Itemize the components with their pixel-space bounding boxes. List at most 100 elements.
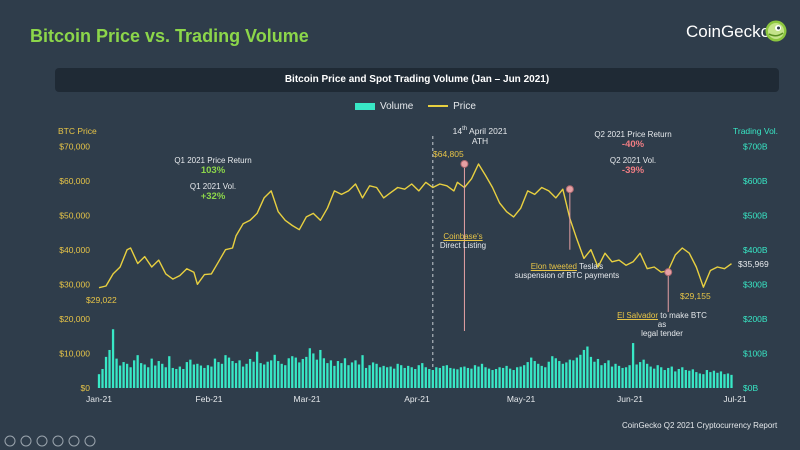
volume-bar — [206, 365, 210, 388]
volume-bar — [407, 365, 410, 388]
coinbase-link[interactable]: Coinbase's — [443, 232, 483, 241]
prev-icon[interactable] — [4, 435, 16, 447]
right-axis-title: Trading Vol. — [733, 126, 779, 136]
ath-date-annotation: 14th April 2021 ATH — [440, 126, 520, 146]
volume-bar — [589, 356, 593, 388]
volume-bar — [470, 368, 473, 388]
volume-bar — [213, 358, 217, 388]
pen-icon[interactable] — [36, 435, 48, 447]
volume-bar — [396, 363, 399, 388]
volume-bar — [403, 367, 406, 388]
volume-bar — [554, 358, 557, 388]
volume-bar — [516, 367, 519, 388]
volume-bar — [143, 364, 146, 388]
volume-bar — [530, 357, 533, 388]
volume-bar — [97, 374, 101, 388]
volume-bar — [196, 363, 199, 388]
volume-bar — [712, 370, 716, 388]
tesla-annotation: Elon tweeted Tesla's suspension of BTC p… — [512, 262, 622, 280]
left-tick-3: $30,000 — [59, 280, 90, 290]
el-salvador-text-1: to make BTC as — [657, 311, 707, 329]
volume-bar — [157, 361, 160, 388]
event-point-marker — [565, 185, 574, 194]
volume-bar — [326, 363, 329, 388]
volume-bar — [466, 367, 470, 388]
volume-bar — [382, 365, 385, 388]
volume-bar — [459, 367, 463, 388]
volume-bar — [185, 362, 188, 388]
ath-date-sup: th — [462, 126, 468, 133]
right-tick-5: $500B — [743, 211, 768, 221]
volume-bar — [691, 369, 694, 388]
volume-bar — [617, 365, 621, 388]
volume-bar — [523, 365, 526, 388]
volume-bar — [252, 361, 255, 388]
right-axis-ticks: $0B $100B $200B $300B $400B $500B $600B … — [743, 142, 768, 394]
volume-bar — [347, 365, 350, 388]
volume-bar — [354, 360, 357, 388]
x-axis-ticks: Jan-21 Feb-21 Mar-21 Apr-21 May-21 Jun-2… — [86, 394, 747, 404]
volume-bar — [361, 355, 364, 388]
end-value-label: $35,969 — [738, 259, 769, 269]
volume-bar — [653, 368, 656, 388]
volume-bar — [350, 362, 354, 388]
volume-bar — [227, 357, 231, 388]
volume-bar — [540, 365, 543, 388]
right-tick-1: $100B — [743, 349, 768, 359]
legend-volume-label: Volume — [380, 101, 414, 112]
volume-bar — [424, 367, 427, 388]
volume-bar — [600, 365, 603, 388]
copy-icon[interactable] — [52, 435, 64, 447]
tesla-link[interactable]: Elon tweeted — [530, 262, 577, 271]
volume-bar — [677, 368, 680, 388]
volume-bar — [438, 367, 441, 388]
volume-bar — [716, 372, 719, 388]
ath-date-day: 14 — [452, 126, 463, 136]
volume-bar — [421, 363, 424, 388]
el-salvador-link[interactable]: El Salvador — [617, 311, 658, 320]
volume-bar — [635, 364, 638, 388]
volume-bar — [147, 367, 150, 388]
volume-bar — [695, 372, 698, 388]
chart-title-banner: Bitcoin Price and Spot Trading Volume (J… — [55, 68, 779, 92]
right-tick-6: $600B — [743, 176, 768, 186]
volume-bar — [329, 360, 333, 388]
volume-bar — [628, 365, 631, 388]
volume-bar — [431, 370, 434, 388]
volume-bar — [452, 368, 456, 388]
brand-name: CoinGecko — [686, 22, 771, 41]
volume-bar — [378, 367, 382, 388]
volume-bar — [294, 357, 297, 388]
volume-bar — [343, 358, 347, 388]
zoom-icon[interactable] — [68, 435, 80, 447]
volume-bar — [723, 374, 726, 388]
volume-bar — [140, 363, 143, 388]
volume-bar — [667, 367, 670, 388]
volume-bar — [558, 361, 561, 388]
right-tick-4: $400B — [743, 245, 768, 255]
q1-annotation: Q1 2021 Price Return 103% Q1 2021 Vol. +… — [168, 156, 258, 202]
volume-bar — [526, 362, 529, 388]
volume-bar — [624, 367, 628, 388]
volume-bar — [322, 358, 326, 388]
next-icon[interactable] — [20, 435, 32, 447]
volume-bar — [284, 365, 287, 388]
volume-bar — [414, 368, 417, 388]
volume-bar — [357, 364, 361, 388]
more-icon[interactable] — [84, 435, 96, 447]
volume-bar — [375, 363, 378, 388]
volume-bar — [255, 351, 259, 388]
volume-bar — [129, 367, 132, 388]
legend-price-label: Price — [453, 101, 476, 112]
coinbase-annotation: Coinbase's Direct Listing — [428, 232, 498, 250]
volume-bar — [400, 365, 403, 388]
volume-bar — [340, 363, 343, 388]
volume-bar — [312, 353, 315, 388]
ath-date: 14th April 2021 — [440, 126, 520, 136]
q2-annotation: Q2 2021 Price Return -40% Q2 2021 Vol. -… — [588, 130, 678, 176]
volume-bar — [561, 363, 564, 388]
volume-bar — [291, 356, 294, 388]
volume-bar — [449, 367, 452, 388]
left-tick-6: $60,000 — [59, 176, 90, 186]
